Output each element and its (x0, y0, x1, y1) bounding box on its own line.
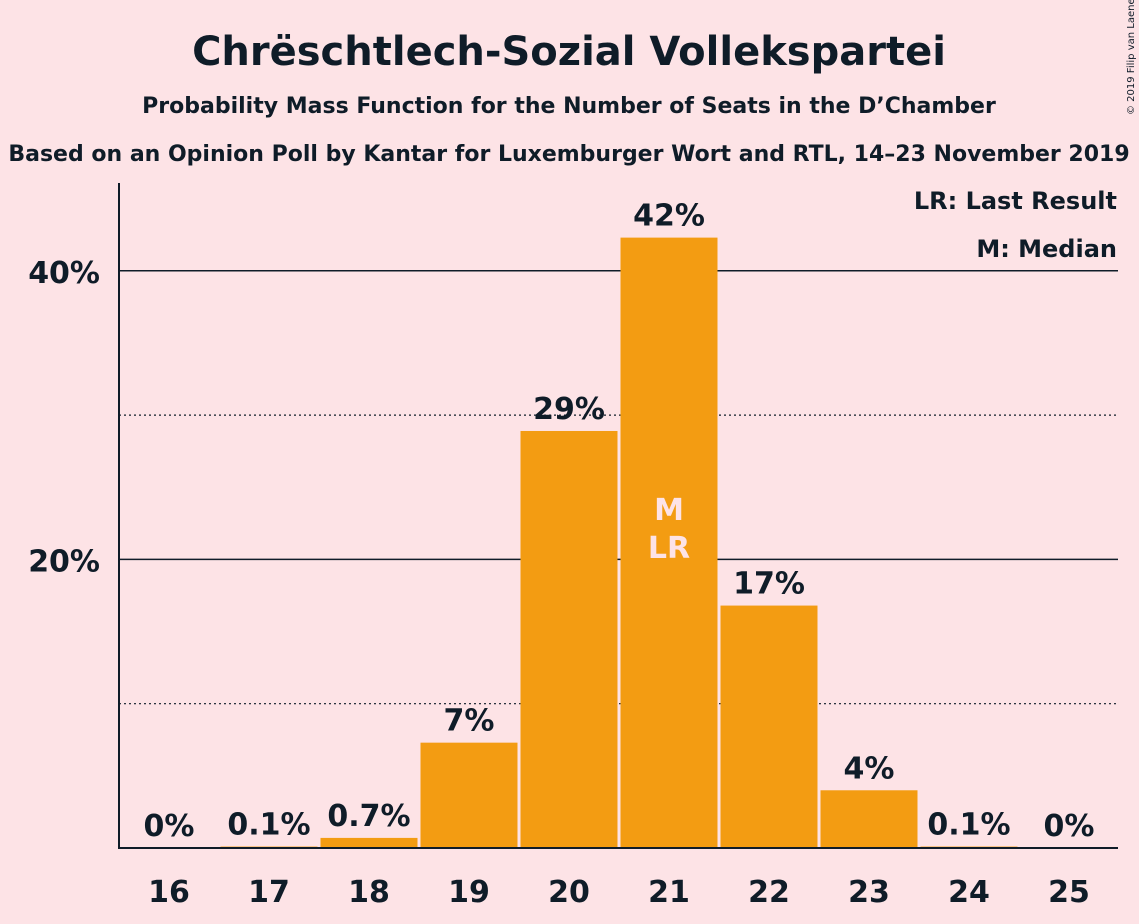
x-tick-label: 17 (248, 875, 290, 910)
bar-labels: 0% 0.1% 0.7% 7% 29% 42% MLR 17% 4% 0.1% 0% (144, 199, 1095, 844)
bar-value-label: 0.1% (927, 808, 1010, 843)
bar-value-label: 4% (844, 751, 895, 786)
x-tick-label: 19 (448, 875, 490, 910)
x-tick-label: 21 (648, 875, 690, 910)
chart-title: Chrëschtlech-Sozial Vollekspartei (192, 29, 946, 75)
x-tick-label: 23 (848, 875, 890, 910)
copyright: © 2019 Filip van Laenen (1126, 0, 1137, 115)
x-tick-label: 25 (1048, 875, 1090, 910)
bar-value-label: 7% (444, 704, 495, 739)
legend-last-result: LR: Last Result (914, 187, 1117, 215)
bar-23 (820, 790, 918, 848)
bar-value-label: 0% (1044, 809, 1095, 844)
chart-source: Based on an Opinion Poll by Kantar for L… (8, 142, 1129, 167)
y-tick-label: 40% (28, 256, 100, 291)
x-tick-label: 18 (348, 875, 390, 910)
bar-21 (620, 237, 718, 849)
bar-value-label: 0.1% (227, 808, 310, 843)
bars (220, 237, 1018, 849)
y-axis-ticks: 20% 40% (28, 256, 100, 580)
x-tick-label: 16 (148, 875, 190, 910)
bar-18 (320, 837, 418, 848)
bar-value-label: 29% (533, 392, 605, 427)
legend-median: M: Median (976, 235, 1117, 263)
bar-value-label: 0.7% (327, 799, 410, 834)
gridlines (119, 270, 1118, 705)
median-marker: M (654, 493, 684, 528)
bar-19 (420, 742, 518, 848)
x-axis-ticks: 16 17 18 19 20 21 22 23 24 25 (148, 875, 1090, 910)
bar-20 (520, 430, 618, 848)
x-tick-label: 20 (548, 875, 590, 910)
bar-22 (720, 605, 818, 848)
bar-value-label: 42% (633, 199, 705, 234)
bar-value-label: 0% (144, 809, 195, 844)
bar-value-label: 17% (733, 567, 805, 602)
last-result-marker: LR (648, 531, 690, 566)
x-tick-label: 24 (948, 875, 990, 910)
y-tick-label: 20% (28, 544, 100, 579)
x-tick-label: 22 (748, 875, 790, 910)
chart-subtitle: Probability Mass Function for the Number… (142, 94, 996, 119)
